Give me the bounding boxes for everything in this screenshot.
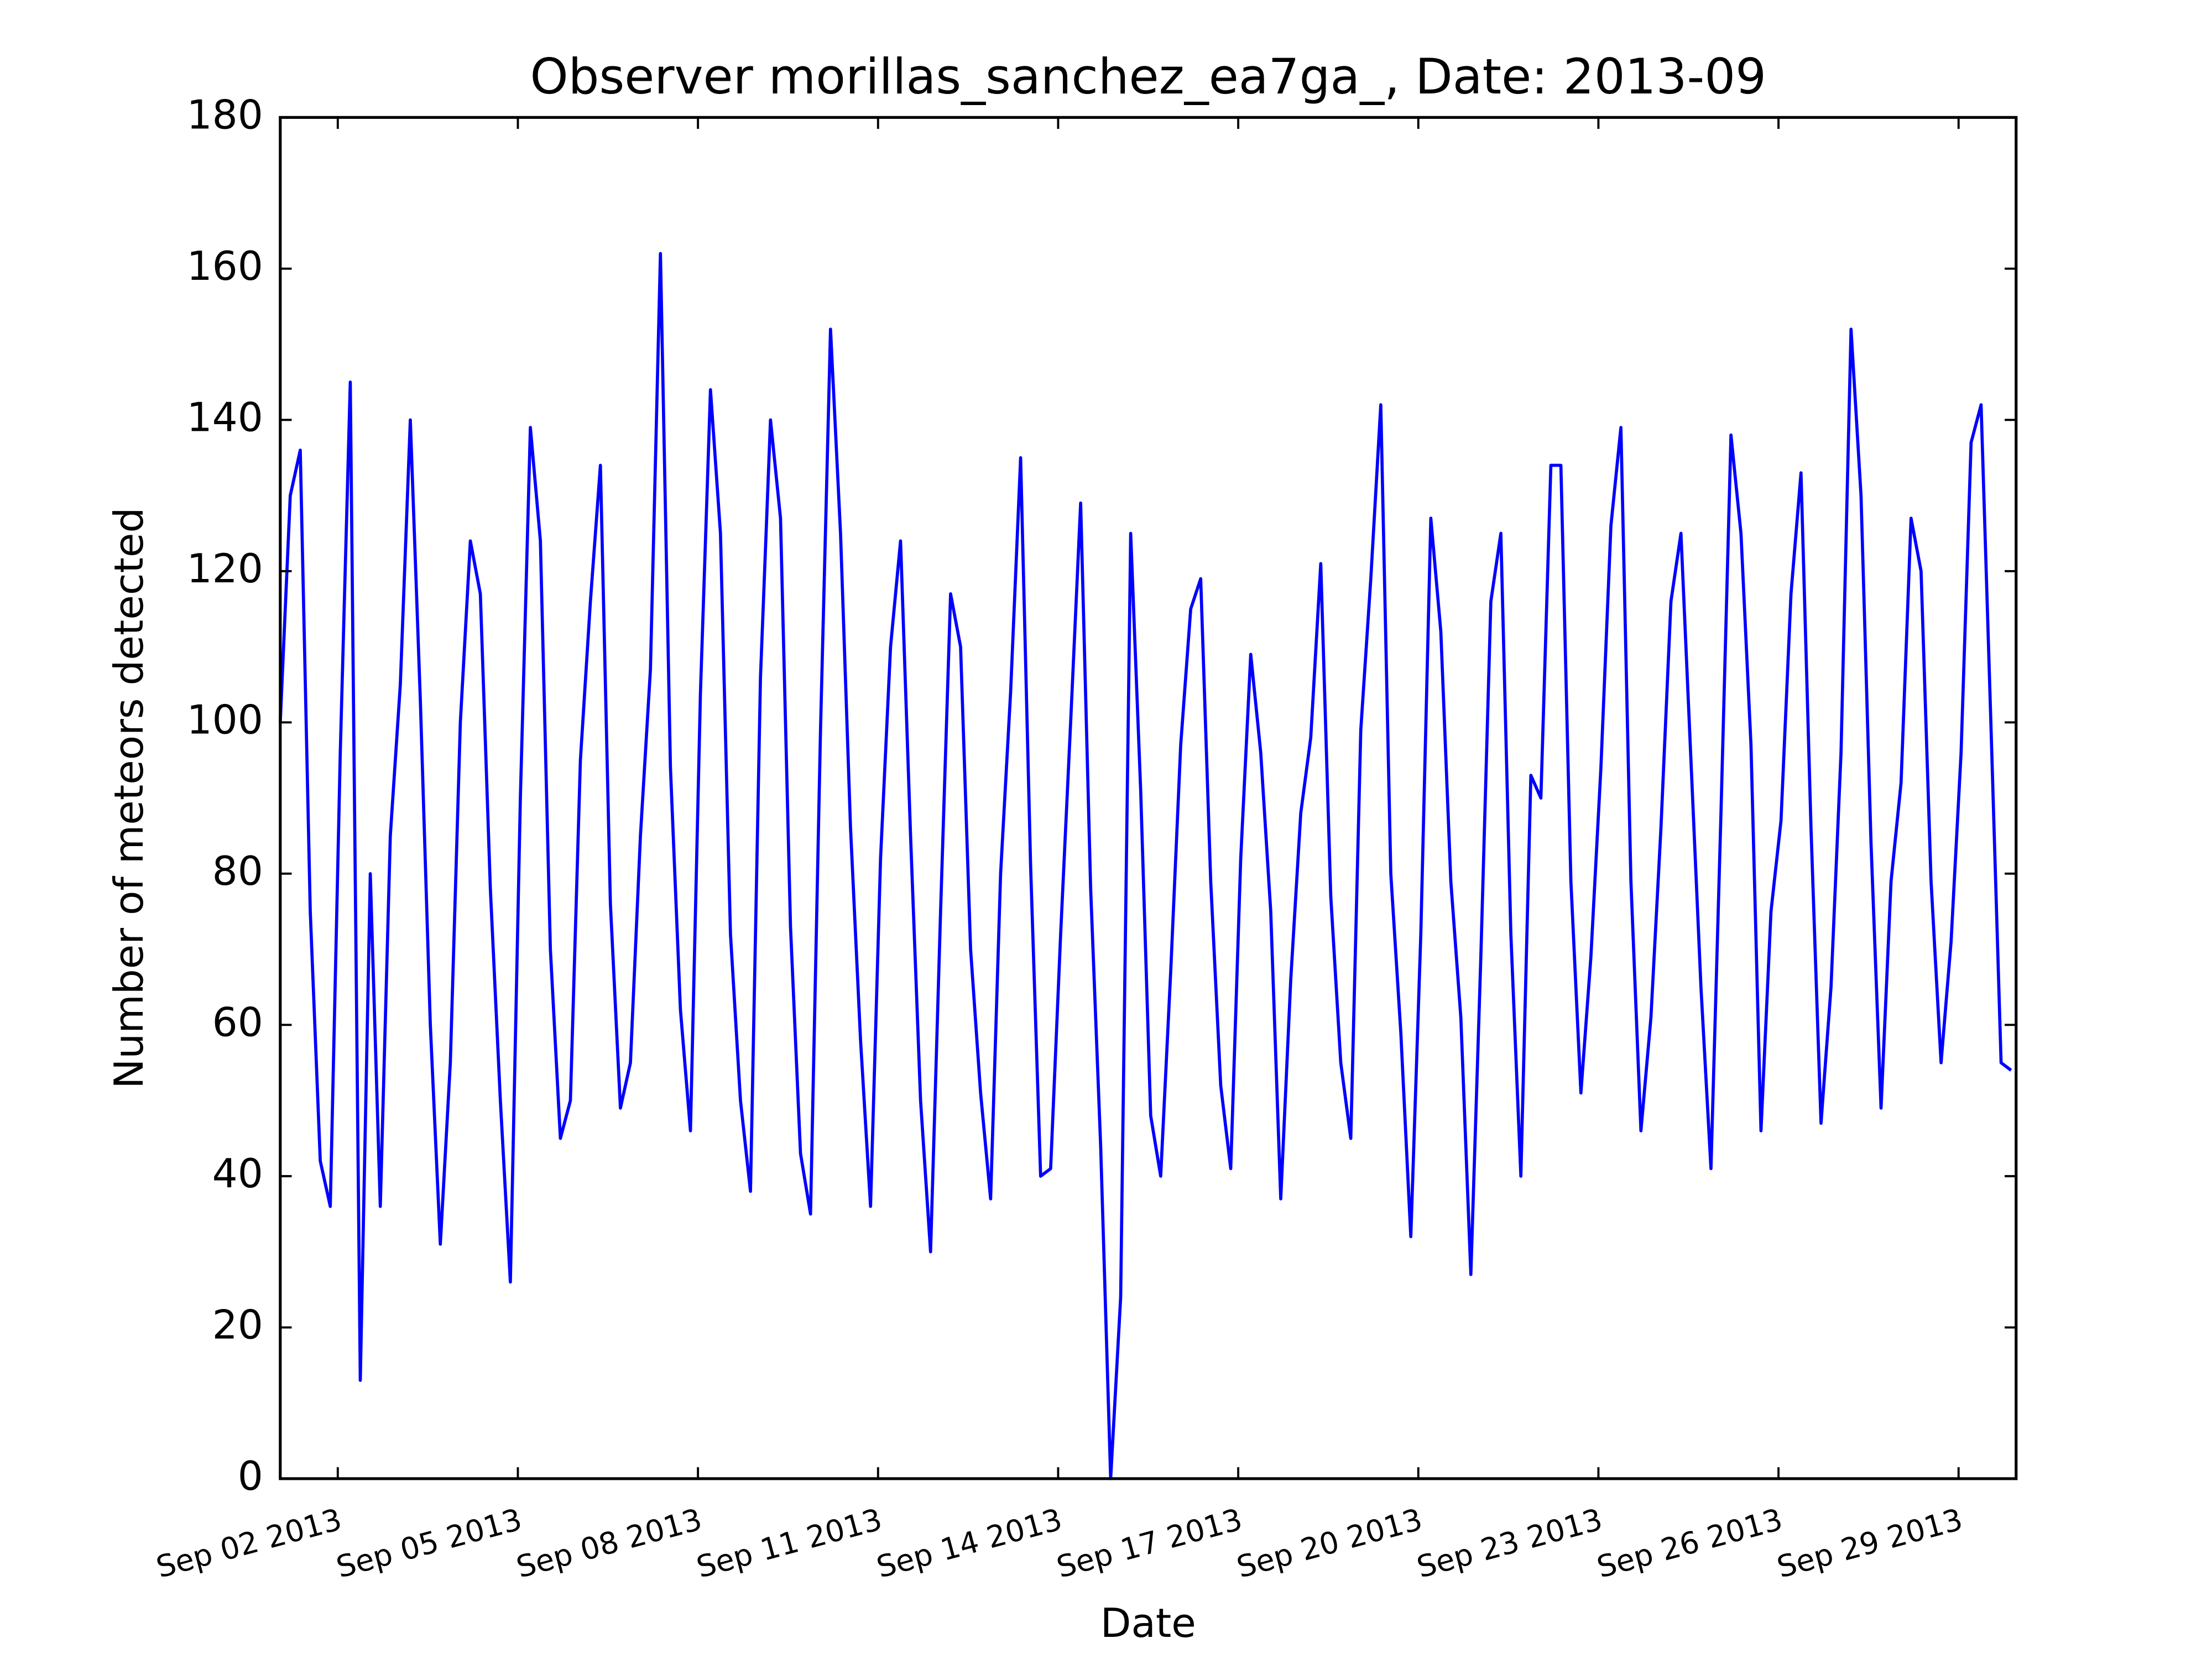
y-tick-label: 20 [212,1302,263,1348]
data-line [278,252,2012,1480]
y-tick-label: 140 [187,394,263,441]
y-tick-label: 120 [187,546,263,592]
y-tick-label: 100 [187,697,263,743]
y-tick-label: 160 [187,243,263,290]
y-tick-label: 180 [187,92,263,138]
chart-title: Observer morillas_sanchez_ea7ga_, Date: … [530,48,1766,105]
y-axis-label: Number of meteors detected [106,508,153,1089]
plot-area [278,252,2012,1480]
y-tick-label: 60 [212,999,263,1046]
y-tick-label: 40 [212,1151,263,1197]
y-tick-label: 0 [238,1453,263,1500]
y-tick-label: 80 [212,848,263,895]
plot-frame [279,116,2018,1480]
x-axis-label: Date [1100,1600,1196,1647]
